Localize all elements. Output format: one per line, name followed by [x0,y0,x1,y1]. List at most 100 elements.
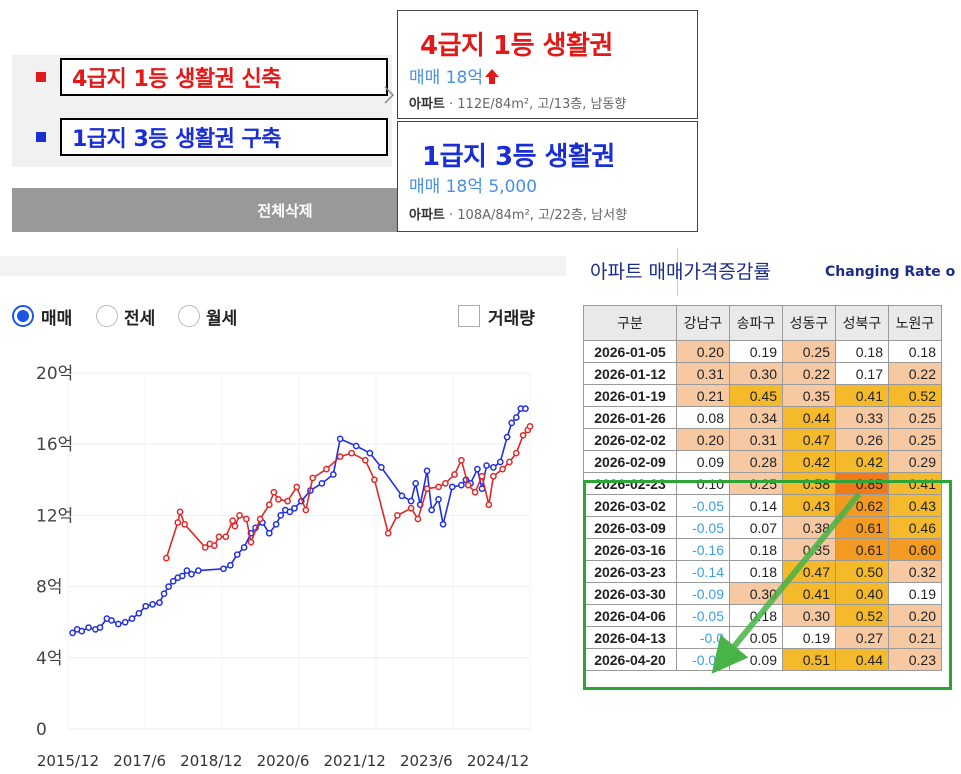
rate-cell: 0.19 [782,626,836,649]
red-square-icon [36,72,46,82]
data-point [181,520,188,528]
x-tick-label: 2015/12 [37,752,99,770]
data-point [522,405,529,412]
rate-cell: 0.28 [729,450,783,473]
rate-cell: -0.14 [676,560,730,583]
y-tick-label: 12억 [36,506,73,526]
card-1-price: 매매 18억 [409,63,499,88]
card-2-detail-text: · 108A/84m², 고/22층, 남서향 [444,208,628,223]
data-point [286,508,294,516]
data-point [318,480,326,487]
data-point [108,617,115,624]
rate-cell: 0.21 [676,384,730,407]
rate-cell: 0.18 [888,340,942,363]
rate-cell: 0.26 [835,428,889,451]
chevron-right-icon[interactable] [382,85,396,105]
rate-cell: 0.44 [782,406,836,429]
data-point [407,504,415,512]
data-point [169,577,177,585]
data-point [162,554,170,562]
rate-cell: 0.44 [835,648,889,671]
rate-cell: 0.30 [782,604,836,627]
card-1-type: 아파트 [409,97,445,112]
data-point [174,519,182,526]
y-tick-label: 20억 [36,364,73,384]
rate-cell: -0.05 [676,516,730,539]
data-point [256,515,264,523]
data-point [233,551,241,558]
x-tick-label: 2017/6 [113,752,166,770]
rate-cell: 0.32 [888,560,942,583]
rate-cell: 0.41 [835,384,889,407]
data-point [377,463,385,471]
compare-item-2[interactable]: 1급지 3등 생활권 구축 [36,118,388,156]
rate-cell: 0.20 [676,428,730,451]
compare-item-1[interactable]: 4급지 1등 생활권 신축 [36,58,388,96]
data-point [490,472,497,480]
data-point [428,506,436,514]
data-point [121,618,129,626]
table-title: 아파트 매매가격증감률 [590,261,771,283]
table-row: 2026-02-23 0.10 0.25 0.58 0.85 0.41 [583,472,942,495]
row-date: 2026-01-12 [583,362,677,385]
blue-square-icon [36,132,46,142]
table-row: 2026-01-26 0.08 0.34 0.44 0.33 0.25 [583,406,942,429]
title-divider [677,248,678,296]
rate-cell: 0.22 [782,362,836,385]
rate-cell: 0.18 [729,538,783,561]
data-point [371,476,378,484]
data-point [247,538,255,546]
data-point [240,544,248,551]
rate-cell: -0.09 [676,582,730,605]
data-point [291,504,298,512]
highlight-box [583,480,952,690]
data-point [114,620,122,628]
volume-label: 거래량 [488,309,535,329]
data-point [499,465,506,473]
up-arrow-icon [484,69,499,84]
compare-item-1-label: 4급지 1등 생활권 신축 [60,58,388,96]
data-point [128,615,136,622]
info-card-2[interactable]: 1급지 3등 생활권 매매 18억 5,000 아파트 · 108A/84m²,… [397,121,698,232]
row-date: 2026-01-26 [583,406,677,429]
rate-cell: 0.18 [729,560,783,583]
data-point [272,520,280,528]
header-district: 성동구 [782,305,836,341]
data-point [149,601,156,608]
rate-cell: 0.18 [835,340,889,363]
rate-cell: 0.20 [888,604,942,627]
radio-jeonse[interactable] [96,305,118,327]
data-point [366,449,374,457]
table-row: 2026-03-23 -0.14 0.18 0.47 0.50 0.32 [583,560,942,583]
rate-cell: 0.09 [676,450,730,473]
rate-cell: 0.23 [888,648,942,671]
data-point [323,465,330,473]
x-tick-label: 2018/12 [180,752,242,770]
y-tick-label: 4억 [36,649,62,669]
radio-monthly[interactable] [178,305,200,327]
data-point [526,423,534,430]
rate-cell: 0.20 [676,340,730,363]
data-point [265,501,273,509]
y-tick-label: 0 [36,720,47,740]
data-point [231,522,239,530]
trend-arrow-icon [711,492,862,674]
rate-cell: 0.52 [888,384,942,407]
volume-checkbox[interactable] [458,305,480,327]
info-card-1[interactable]: 4급지 1등 생활권 매매 18억 아파트 · 112E/84m², 고/13층… [397,10,698,119]
rate-cell: 0.33 [835,406,889,429]
table-row: 2026-03-09 -0.05 0.07 0.38 0.61 0.46 [583,516,942,539]
card-1-detail: 아파트 · 112E/84m², 고/13층, 남동향 [409,93,626,112]
radio-sale[interactable] [12,305,34,327]
data-point [309,474,317,482]
data-point [439,520,447,528]
rate-cell: 0.35 [782,384,836,407]
data-point [361,456,369,464]
rate-cell: 0.43 [888,494,942,517]
data-point [215,533,223,541]
rate-cell: 0.50 [835,560,889,583]
rate-cell: 0.19 [888,582,942,605]
row-date: 2026-03-16 [583,538,677,561]
data-point [483,462,490,469]
data-point [302,506,310,514]
